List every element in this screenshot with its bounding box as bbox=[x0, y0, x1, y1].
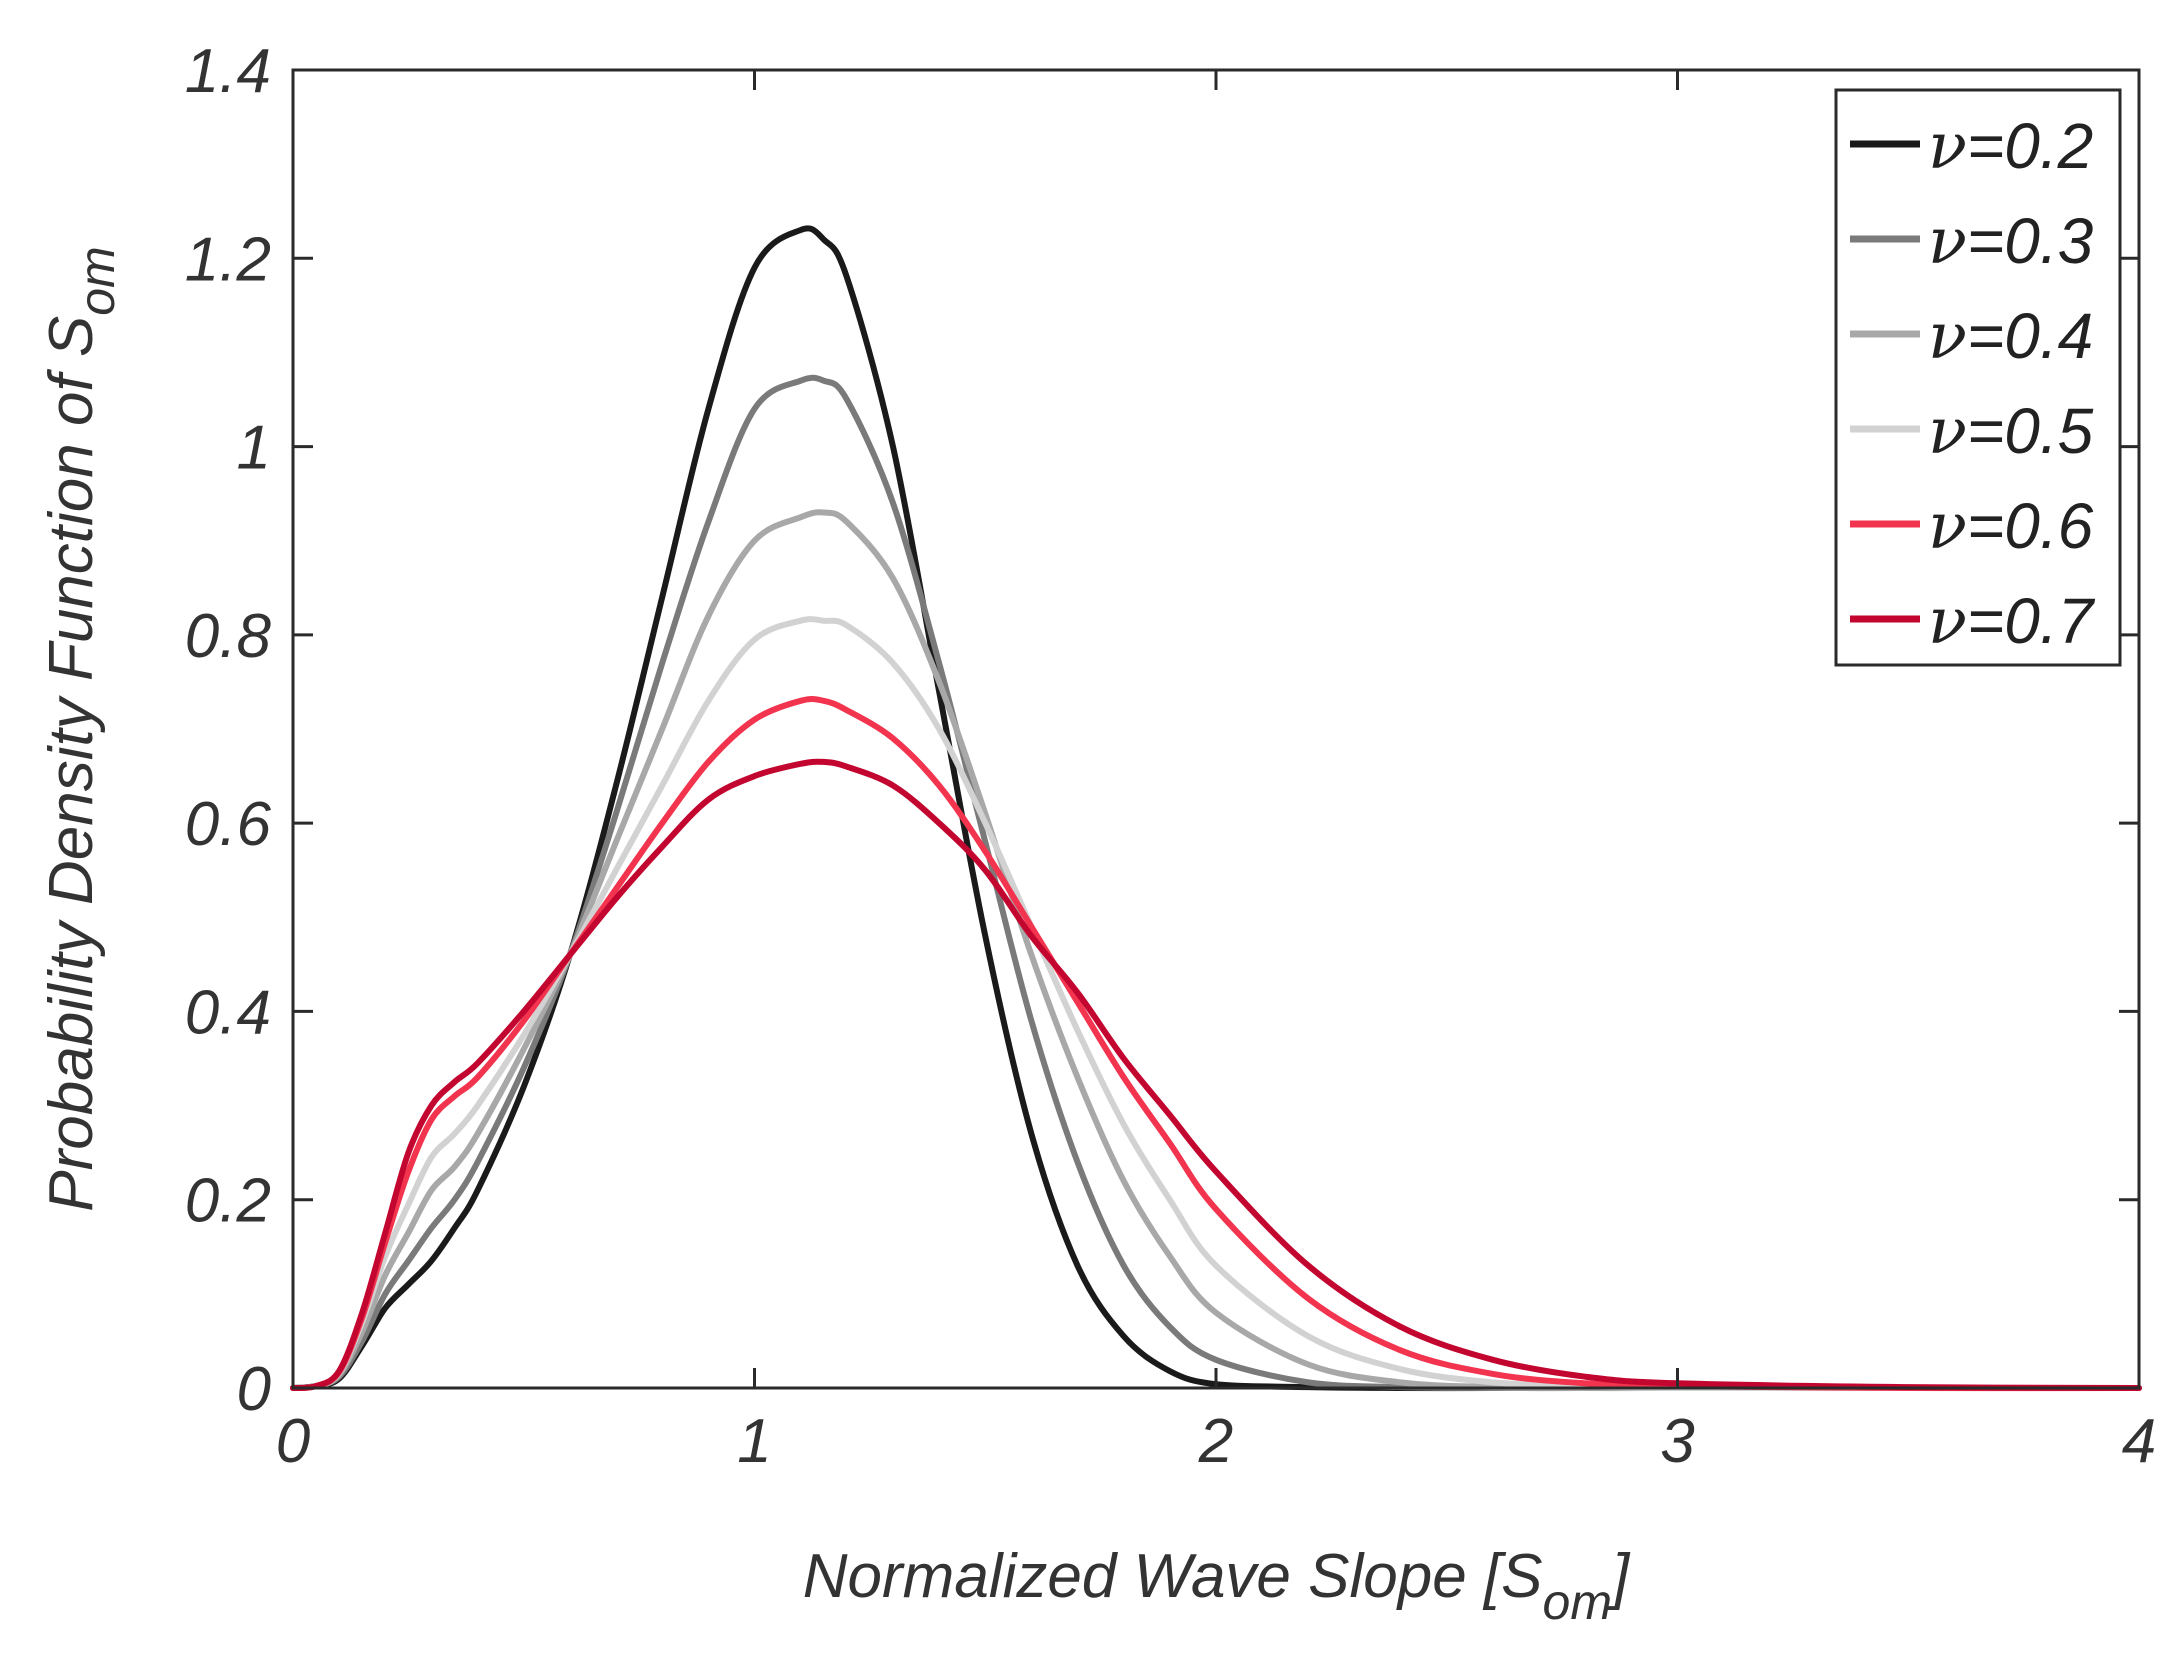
x-tick-label: 0 bbox=[276, 1407, 310, 1476]
y-tick-label: 0.4 bbox=[185, 978, 271, 1047]
series-line-6 bbox=[290, 758, 2142, 1392]
y-tick-label: 1 bbox=[237, 414, 271, 483]
y-tick-label: 1.4 bbox=[185, 37, 271, 106]
ticks-layer bbox=[291, 68, 2141, 1390]
series-line-4 bbox=[290, 616, 2142, 1392]
legend-label-6: ν=0.7 bbox=[1928, 585, 2096, 659]
legend: ν=0.2 ν=0.3 ν=0.4 ν=0.5 ν=0.6 ν=0.7 bbox=[1834, 88, 2122, 667]
y-tick-label: 0.8 bbox=[185, 602, 272, 671]
series-line-5 bbox=[290, 695, 2142, 1392]
x-tick-label: 4 bbox=[2122, 1407, 2156, 1476]
legend-label-4: ν=0.5 bbox=[1928, 395, 2094, 469]
legend-label-2: ν=0.3 bbox=[1928, 205, 2094, 279]
x-axis-label: Normalized Wave Slope [Som] bbox=[803, 1542, 1631, 1630]
legend-label-3: ν=0.4 bbox=[1928, 300, 2093, 374]
y-axis-label: Probability Density Function of Som bbox=[37, 246, 125, 1211]
legend-box bbox=[1834, 88, 2122, 667]
y-tick-label: 1.2 bbox=[185, 225, 271, 294]
legend-label-5: ν=0.6 bbox=[1928, 490, 2094, 564]
legend-entries: ν=0.2 ν=0.3 ν=0.4 ν=0.5 ν=0.6 ν=0.7 bbox=[1850, 110, 2096, 659]
tick-labels: 0 1 2 3 4 0 0.2 0.4 0.6 0.8 1 1.2 1.4 bbox=[185, 37, 2156, 1476]
legend-label-1: ν=0.2 bbox=[1928, 110, 2093, 184]
x-tick-label: 3 bbox=[1660, 1407, 1694, 1476]
y-tick-label: 0 bbox=[237, 1355, 271, 1424]
y-tick-label: 0.2 bbox=[185, 1167, 271, 1236]
series-line-3 bbox=[290, 509, 2142, 1392]
y-tick-label: 0.6 bbox=[185, 790, 272, 859]
x-tick-label: 1 bbox=[737, 1407, 771, 1476]
x-tick-label: 2 bbox=[1198, 1407, 1233, 1476]
